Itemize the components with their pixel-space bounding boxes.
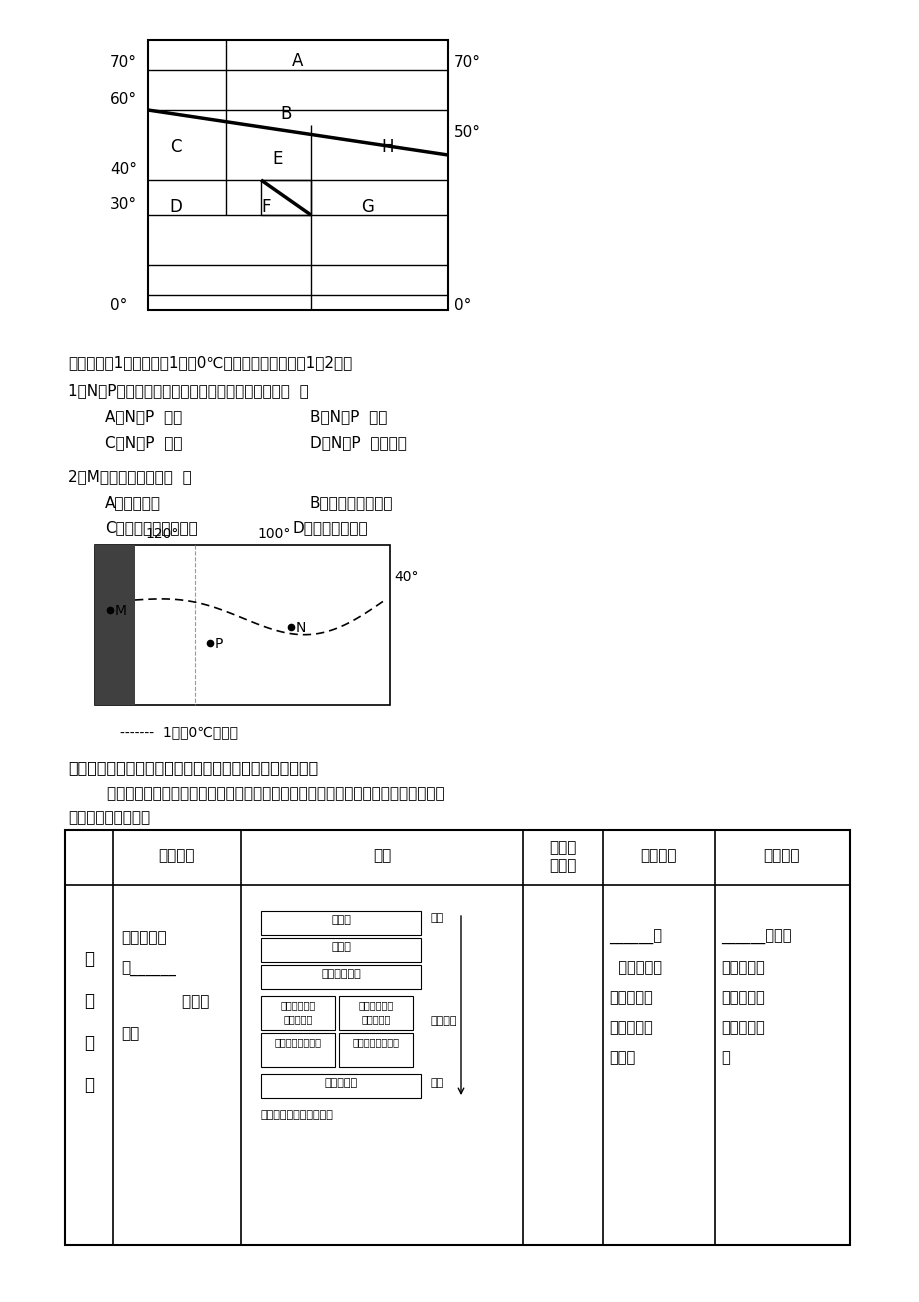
- Text: ______方: ______方: [608, 930, 662, 945]
- Text: 70°: 70°: [110, 55, 137, 70]
- Text: B．温带落叶阔叶林: B．温带落叶阔叶林: [310, 495, 393, 510]
- Text: ______方向，: ______方向，: [720, 930, 790, 945]
- Text: 分布规律: 分布规律: [159, 848, 195, 863]
- Text: 即经度变化: 即经度变化: [720, 960, 764, 975]
- Text: A．温带草原: A．温带草原: [105, 495, 161, 510]
- Text: 苔原带: 苔原带: [331, 943, 350, 952]
- Text: 显）: 显）: [121, 1026, 139, 1042]
- Bar: [261, 965, 421, 990]
- Text: F: F: [261, 198, 270, 216]
- Text: 2．M点的植被可能是（  ）: 2．M点的植被可能是（ ）: [68, 469, 191, 484]
- Bar: [261, 937, 421, 962]
- Bar: [338, 1032, 413, 1068]
- Text: 图示: 图示: [372, 848, 391, 863]
- Text: 延伸方向: 延伸方向: [763, 848, 800, 863]
- Text: H: H: [381, 138, 394, 156]
- Text: 的方向: 的方向: [608, 1049, 634, 1065]
- Bar: [261, 1074, 421, 1098]
- Text: 亚寒带针叶带: 亚寒带针叶带: [321, 969, 360, 979]
- Text: 120°: 120°: [145, 527, 178, 542]
- Text: C．N＜P  洋流: C．N＜P 洋流: [105, 435, 182, 450]
- Text: 100°: 100°: [256, 527, 290, 542]
- Text: C．亚热带常绻硬叶林: C．亚热带常绻硬叶林: [105, 519, 198, 535]
- Bar: [338, 996, 413, 1030]
- Text: 向，即纬度: 向，即纬度: [608, 960, 662, 975]
- Text: D: D: [169, 198, 182, 216]
- Text: 30°: 30°: [110, 197, 137, 212]
- Text: 热量递减: 热量递减: [430, 1016, 457, 1026]
- Text: A．N＞P  地形: A．N＞P 地形: [105, 409, 182, 424]
- Bar: [65, 829, 849, 1245]
- Text: 落叶阔叶林: 落叶阔叶林: [361, 1014, 391, 1023]
- Text: B．N＞P  纬度: B．N＞P 纬度: [310, 409, 387, 424]
- Text: 线延伸的方: 线延伸的方: [720, 1019, 764, 1035]
- Text: 受热量和水分条件的影响所形成的陆地自然带在水平方向上虽存在地域分异，但又啇: 受热量和水分条件的影响所形成的陆地自然带在水平方向上虽存在地域分异，但又啇: [68, 786, 444, 801]
- Text: D．N＜P  海陆分布: D．N＜P 海陆分布: [310, 435, 406, 450]
- Bar: [261, 996, 335, 1030]
- Text: 0°: 0°: [110, 298, 127, 312]
- Bar: [95, 546, 135, 704]
- Text: 主要影: 主要影: [549, 840, 576, 855]
- Text: 冰原带: 冰原带: [331, 915, 350, 924]
- Text: B: B: [280, 105, 291, 122]
- Text: 70°: 70°: [453, 55, 481, 70]
- Text: 1．N、P两点气温的大小关系及其影响因素分别是（  ）: 1．N、P两点气温的大小关系及其影响因素分别是（ ）: [68, 383, 309, 398]
- Text: 域: 域: [84, 1075, 94, 1094]
- Text: 40°: 40°: [393, 570, 418, 585]
- Text: 现出明显的规律性。: 现出明显的规律性。: [68, 810, 150, 825]
- Text: P: P: [215, 637, 223, 651]
- Text: 由赤道到两极的地域分异: 由赤道到两极的地域分异: [261, 1111, 334, 1120]
- Text: 亚热带常绻阔叶林: 亚热带常绻阔叶林: [352, 1036, 399, 1047]
- Text: 热带雨林带: 热带雨林带: [324, 1078, 357, 1088]
- Text: 落叶阔叶林: 落叶阔叶林: [283, 1014, 312, 1023]
- Text: 水: 水: [84, 950, 94, 967]
- Text: C: C: [170, 138, 182, 156]
- Text: 赤道: 赤道: [430, 1078, 444, 1088]
- Text: 0°: 0°: [453, 298, 471, 312]
- Text: M: M: [115, 604, 127, 618]
- Bar: [261, 1032, 335, 1068]
- Text: 更替方向: 更替方向: [640, 848, 676, 863]
- Text: 50°: 50°: [453, 125, 481, 141]
- Text: 向: 向: [720, 1049, 729, 1065]
- Bar: [261, 911, 421, 935]
- Text: 《考例探究1》读某区块1月份0℃等温线分布图，回切1～2题。: 《考例探究1》读某区块1月份0℃等温线分布图，回切1～2题。: [68, 355, 352, 370]
- Text: 平: 平: [84, 992, 94, 1010]
- Text: 亚热带常绻硬叶林: 亚热带常绻硬叶林: [274, 1036, 321, 1047]
- Text: 或经线延伸: 或经线延伸: [608, 1019, 652, 1035]
- Text: 变化的方向: 变化的方向: [608, 990, 652, 1005]
- Text: -------  1月份0℃等温线: ------- 1月份0℃等温线: [119, 725, 238, 740]
- Text: 60°: 60°: [110, 92, 137, 107]
- Text: 温带落叶交混: 温带落叶交混: [358, 1000, 393, 1010]
- Text: G: G: [361, 198, 374, 216]
- Text: 地: 地: [84, 1034, 94, 1052]
- Text: A: A: [292, 52, 303, 70]
- Text: 极地: 极地: [430, 913, 444, 923]
- Text: 赤道到两极: 赤道到两极: [121, 930, 166, 945]
- Text: D．亚寒带针叶林: D．亚寒带针叶林: [292, 519, 369, 535]
- Bar: [95, 546, 390, 704]
- Text: （______: （______: [121, 962, 176, 976]
- Text: 响因素: 响因素: [549, 858, 576, 874]
- Text: 40°: 40°: [110, 161, 137, 177]
- Text: E: E: [273, 150, 283, 168]
- Text: 温带落叶交混: 温带落叶交混: [280, 1000, 315, 1010]
- Text: 的方向或纬: 的方向或纬: [720, 990, 764, 1005]
- Text: 探究点二：陆地自然带的水平地域分异规律（地带性规律）: 探究点二：陆地自然带的水平地域分异规律（地带性规律）: [68, 760, 318, 775]
- Text: 纬度明: 纬度明: [121, 993, 210, 1009]
- Text: N: N: [296, 621, 306, 635]
- Bar: [148, 40, 448, 310]
